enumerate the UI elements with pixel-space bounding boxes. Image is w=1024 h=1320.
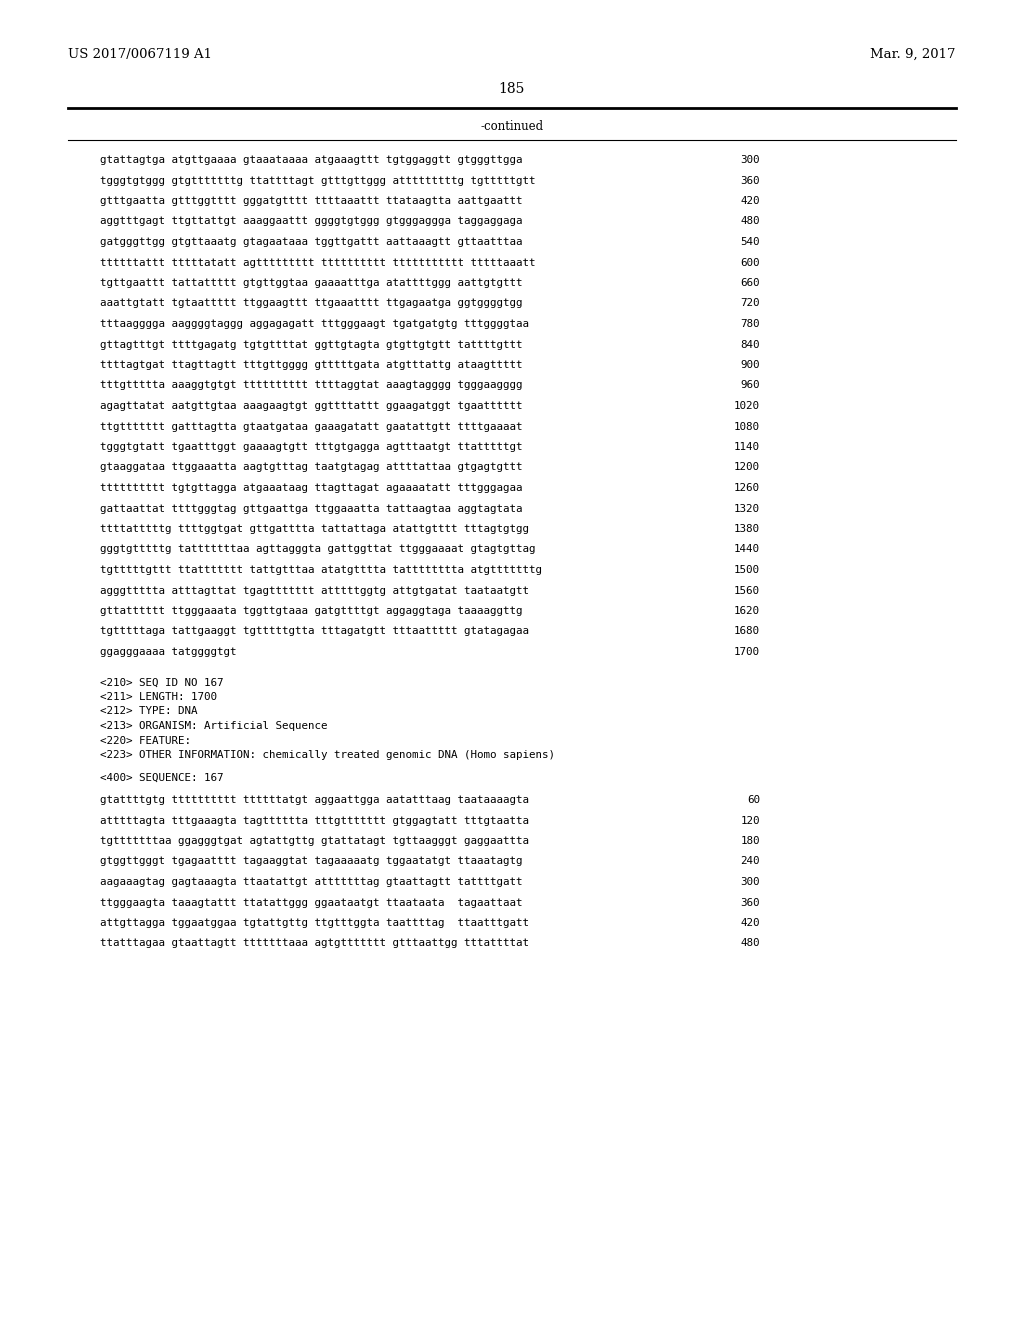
Text: ttgggaagta taaagtattt ttatattggg ggaataatgt ttaataata  tagaattaat: ttgggaagta taaagtattt ttatattggg ggaataa… — [100, 898, 522, 908]
Text: 1320: 1320 — [734, 503, 760, 513]
Text: gtaaggataa ttggaaatta aagtgtttag taatgtagag attttattaa gtgagtgttt: gtaaggataa ttggaaatta aagtgtttag taatgta… — [100, 462, 522, 473]
Text: ttttagtgat ttagttagtt tttgttgggg gtttttgata atgtttattg ataagttttt: ttttagtgat ttagttagtt tttgttgggg gtttttg… — [100, 360, 522, 370]
Text: 1080: 1080 — [734, 421, 760, 432]
Text: gtattttgtg tttttttttt ttttttatgt aggaattgga aatatttaag taataaaagta: gtattttgtg tttttttttt ttttttatgt aggaatt… — [100, 795, 529, 805]
Text: <212> TYPE: DNA: <212> TYPE: DNA — [100, 706, 198, 717]
Text: 300: 300 — [740, 876, 760, 887]
Text: attgttagga tggaatggaa tgtattgttg ttgtttggta taattttag  ttaatttgatt: attgttagga tggaatggaa tgtattgttg ttgtttg… — [100, 917, 529, 928]
Text: 1260: 1260 — [734, 483, 760, 492]
Text: Mar. 9, 2017: Mar. 9, 2017 — [870, 48, 956, 61]
Text: gttatttttt ttgggaaata tggttgtaaa gatgttttgt aggaggtaga taaaaggttg: gttatttttt ttgggaaata tggttgtaaa gatgttt… — [100, 606, 522, 616]
Text: gattaattat ttttgggtag gttgaattga ttggaaatta tattaagtaa aggtagtata: gattaattat ttttgggtag gttgaattga ttggaaa… — [100, 503, 522, 513]
Text: tttaagggga aaggggtaggg aggagagatt tttgggaagt tgatgatgtg tttggggtaa: tttaagggga aaggggtaggg aggagagatt tttggg… — [100, 319, 529, 329]
Text: 1560: 1560 — [734, 586, 760, 595]
Text: 60: 60 — [746, 795, 760, 805]
Text: 300: 300 — [740, 154, 760, 165]
Text: <223> OTHER INFORMATION: chemically treated genomic DNA (Homo sapiens): <223> OTHER INFORMATION: chemically trea… — [100, 750, 555, 760]
Text: 480: 480 — [740, 216, 760, 227]
Text: 1020: 1020 — [734, 401, 760, 411]
Text: 185: 185 — [499, 82, 525, 96]
Text: tttttttttt tgtgttagga atgaaataag ttagttagat agaaaatatt tttgggagaa: tttttttttt tgtgttagga atgaaataag ttagtta… — [100, 483, 522, 492]
Text: tttgttttta aaaggtgtgt tttttttttt ttttaggtat aaagtagggg tgggaagggg: tttgttttta aaaggtgtgt tttttttttt ttttagg… — [100, 380, 522, 391]
Text: 540: 540 — [740, 238, 760, 247]
Text: 240: 240 — [740, 857, 760, 866]
Text: ttttatttttg ttttggtgat gttgatttta tattattaga atattgtttt tttagtgtgg: ttttatttttg ttttggtgat gttgatttta tattat… — [100, 524, 529, 535]
Text: <210> SEQ ID NO 167: <210> SEQ ID NO 167 — [100, 677, 223, 688]
Text: ggagggaaaa tatggggtgt: ggagggaaaa tatggggtgt — [100, 647, 237, 657]
Text: 360: 360 — [740, 176, 760, 186]
Text: aggtttgagt ttgttattgt aaaggaattt ggggtgtggg gtgggaggga taggaggaga: aggtttgagt ttgttattgt aaaggaattt ggggtgt… — [100, 216, 522, 227]
Text: 180: 180 — [740, 836, 760, 846]
Text: <220> FEATURE:: <220> FEATURE: — [100, 735, 191, 746]
Text: 420: 420 — [740, 195, 760, 206]
Text: <400> SEQUENCE: 167: <400> SEQUENCE: 167 — [100, 772, 223, 783]
Text: 960: 960 — [740, 380, 760, 391]
Text: -continued: -continued — [480, 120, 544, 133]
Text: 1700: 1700 — [734, 647, 760, 657]
Text: 720: 720 — [740, 298, 760, 309]
Text: 1620: 1620 — [734, 606, 760, 616]
Text: 600: 600 — [740, 257, 760, 268]
Text: aagaaagtag gagtaaagta ttaatattgt atttttttag gtaattagtt tattttgatt: aagaaagtag gagtaaagta ttaatattgt atttttt… — [100, 876, 522, 887]
Text: atttttagta tttgaaagta tagtttttta tttgttttttt gtggagtatt tttgtaatta: atttttagta tttgaaagta tagtttttta tttgttt… — [100, 816, 529, 825]
Text: gttagtttgt ttttgagatg tgtgttttat ggttgtagta gtgttgtgtt tattttgttt: gttagtttgt ttttgagatg tgtgttttat ggttgta… — [100, 339, 522, 350]
Text: ttatttagaa gtaattagtt tttttttaaa agtgttttttt gtttaattgg tttattttat: ttatttagaa gtaattagtt tttttttaaa agtgttt… — [100, 939, 529, 949]
Text: agggttttta atttagttat tgagttttttt atttttggtg attgtgatat taataatgtt: agggttttta atttagttat tgagttttttt attttt… — [100, 586, 529, 595]
Text: gtattagtga atgttgaaaa gtaaataaaa atgaaagttt tgtggaggtt gtgggttgga: gtattagtga atgttgaaaa gtaaataaaa atgaaag… — [100, 154, 522, 165]
Text: ttttttattt tttttatatt agttttttttt tttttttttt ttttttttttt tttttaaatt: ttttttattt tttttatatt agttttttttt tttttt… — [100, 257, 536, 268]
Text: tgtttttaga tattgaaggt tgtttttgtta tttagatgtt tttaattttt gtatagagaa: tgtttttaga tattgaaggt tgtttttgtta tttaga… — [100, 627, 529, 636]
Text: gtttgaatta gtttggtttt gggatgtttt ttttaaattt ttataagtta aattgaattt: gtttgaatta gtttggtttt gggatgtttt ttttaaa… — [100, 195, 522, 206]
Text: tgggtgtggg gtgtttttttg ttattttagt gtttgttggg atttttttttg tgtttttgtt: tgggtgtggg gtgtttttttg ttattttagt gtttgt… — [100, 176, 536, 186]
Text: 1680: 1680 — [734, 627, 760, 636]
Text: 1500: 1500 — [734, 565, 760, 576]
Text: <213> ORGANISM: Artificial Sequence: <213> ORGANISM: Artificial Sequence — [100, 721, 328, 731]
Text: tgtttttgttt ttattttttt tattgtttaa atatgtttta tatttttttta atgtttttttg: tgtttttgttt ttattttttt tattgtttaa atatgt… — [100, 565, 542, 576]
Text: 1380: 1380 — [734, 524, 760, 535]
Text: 840: 840 — [740, 339, 760, 350]
Text: US 2017/0067119 A1: US 2017/0067119 A1 — [68, 48, 212, 61]
Text: gtggttgggt tgagaatttt tagaaggtat tagaaaaatg tggaatatgt ttaaatagtg: gtggttgggt tgagaatttt tagaaggtat tagaaaa… — [100, 857, 522, 866]
Text: 780: 780 — [740, 319, 760, 329]
Text: tgtttttttaa ggagggtgat agtattgttg gtattatagt tgttaagggt gaggaattta: tgtttttttaa ggagggtgat agtattgttg gtatta… — [100, 836, 529, 846]
Text: 1440: 1440 — [734, 544, 760, 554]
Text: 1200: 1200 — [734, 462, 760, 473]
Text: 420: 420 — [740, 917, 760, 928]
Text: agagttatat aatgttgtaa aaagaagtgt ggttttattt ggaagatggt tgaatttttt: agagttatat aatgttgtaa aaagaagtgt ggtttta… — [100, 401, 522, 411]
Text: 120: 120 — [740, 816, 760, 825]
Text: tgttgaattt tattattttt gtgttggtaa gaaaatttga atattttggg aattgtgttt: tgttgaattt tattattttt gtgttggtaa gaaaatt… — [100, 279, 522, 288]
Text: <211> LENGTH: 1700: <211> LENGTH: 1700 — [100, 692, 217, 702]
Text: tgggtgtatt tgaatttggt gaaaagtgtt tttgtgagga agtttaatgt ttatttttgt: tgggtgtatt tgaatttggt gaaaagtgtt tttgtga… — [100, 442, 522, 451]
Text: gatgggttgg gtgttaaatg gtagaataaa tggttgattt aattaaagtt gttaatttaa: gatgggttgg gtgttaaatg gtagaataaa tggttga… — [100, 238, 522, 247]
Text: 1140: 1140 — [734, 442, 760, 451]
Text: 360: 360 — [740, 898, 760, 908]
Text: 480: 480 — [740, 939, 760, 949]
Text: 900: 900 — [740, 360, 760, 370]
Text: 660: 660 — [740, 279, 760, 288]
Text: gggtgtttttg tatttttttaa agttagggta gattggttat ttgggaaaat gtagtgttag: gggtgtttttg tatttttttaa agttagggta gattg… — [100, 544, 536, 554]
Text: aaattgtatt tgtaattttt ttggaagttt ttgaaatttt ttgagaatga ggtggggtgg: aaattgtatt tgtaattttt ttggaagttt ttgaaat… — [100, 298, 522, 309]
Text: ttgttttttt gatttagtta gtaatgataa gaaagatatt gaatattgtt ttttgaaaat: ttgttttttt gatttagtta gtaatgataa gaaagat… — [100, 421, 522, 432]
